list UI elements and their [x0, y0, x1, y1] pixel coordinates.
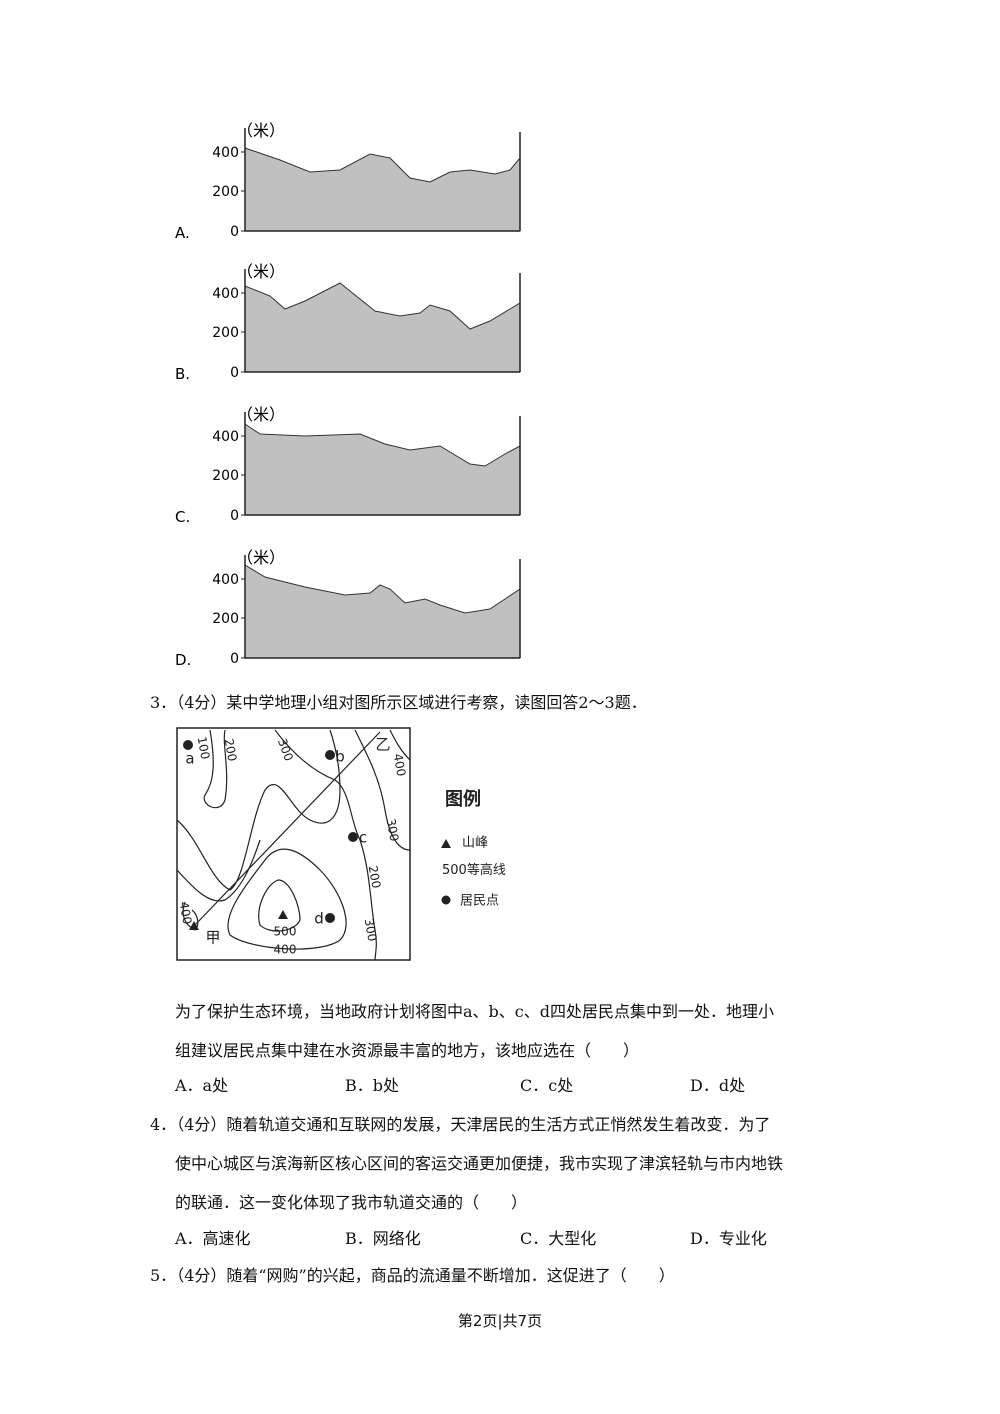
- unit-label: （米）: [237, 548, 285, 567]
- legend-item: 等高线: [467, 862, 506, 878]
- option: C．大型化: [520, 1229, 597, 1248]
- contour-label: 100: [195, 735, 213, 760]
- text-line: 为了保护生态环境，当地政府计划将图中a、b、c、d四处居民点集中到一处．地理小: [175, 1002, 774, 1021]
- text-line: 的联通．这一变化体现了我市轨道交通的（ ）: [175, 1193, 528, 1212]
- q-text: 随着轨道交通和互联网的发展，天津居民的生活方式正悄然发生着改变．为了: [226, 1115, 771, 1134]
- contour-label: 400: [177, 900, 195, 925]
- terrain: [244, 423, 521, 516]
- page-footer: 第2页|共7页: [457, 1312, 543, 1330]
- text-line: 使中心城区与滨海新区核心区间的客运交通更加便捷，我市实现了津滨轻轨与市内地铁: [175, 1154, 784, 1173]
- legend-item: 居民点: [460, 894, 499, 909]
- q-number: 4．: [150, 1115, 177, 1134]
- question-3: 3．（4分）某中学地理小组对图所示区域进行考察，读图回答2～3题．: [150, 695, 647, 711]
- tick-label: 0: [230, 224, 239, 240]
- point-label: a: [185, 750, 194, 768]
- option-letter: B.: [175, 365, 190, 383]
- question-5: 5．（4分）随着“网购”的兴起，商品的流通量不断增加．这促进了（ ）: [150, 1268, 675, 1284]
- contour-label: 300: [275, 737, 296, 763]
- q-score: （4分）: [176, 693, 227, 712]
- option-letter: A.: [175, 224, 190, 242]
- option: A．a处: [175, 1076, 229, 1095]
- q-score: （4分）: [176, 1266, 227, 1285]
- contour-map: 100 200 300 400 300 200 300 400 500 400 …: [176, 727, 506, 961]
- tick-label: 400: [212, 286, 239, 302]
- option: A．高速化: [175, 1229, 251, 1248]
- tick-label: 0: [230, 651, 239, 667]
- contour-label: 200: [366, 864, 384, 889]
- contour-label: 300: [384, 817, 402, 842]
- tick-label: 400: [212, 572, 239, 588]
- q-number: 3．: [150, 693, 177, 712]
- contour-label: 400: [274, 943, 297, 957]
- text-line: 组建议居民点集中建在水资源最丰富的地方，该地应选在（ ）: [175, 1041, 640, 1060]
- svg-text:500等高线: 500等高线: [442, 862, 506, 878]
- option-letter: C.: [175, 508, 190, 526]
- terrain: [244, 282, 521, 373]
- profile-chart: （米） 400 200 0 A.: [175, 121, 521, 242]
- option-letter: D.: [175, 651, 191, 669]
- terrain: [244, 564, 521, 659]
- tick-label: 200: [212, 184, 239, 200]
- contour-label: 200: [222, 737, 240, 762]
- option: C．c处: [520, 1076, 574, 1095]
- q-text: 某中学地理小组对图所示区域进行考察，读图回答2～3题．: [226, 693, 647, 712]
- tick-label: 200: [212, 611, 239, 627]
- option: D．专业化: [690, 1229, 767, 1248]
- q-number: 5．: [150, 1266, 177, 1285]
- legend-title: 图例: [445, 788, 481, 810]
- point-label: d: [314, 910, 324, 928]
- contour-label: 400: [391, 752, 409, 777]
- unit-label: （米）: [237, 262, 285, 281]
- legend-item: 山峰: [462, 836, 488, 851]
- unit-label: （米）: [237, 121, 285, 140]
- question-4: 4．（4分）随着轨道交通和互联网的发展，天津居民的生活方式正悄然发生着改变．为了: [150, 1117, 770, 1133]
- option: D．d处: [690, 1076, 746, 1095]
- point-label: c: [359, 829, 367, 847]
- option: B．b处: [345, 1076, 400, 1095]
- profile-chart: （米） 400 200 0 B.: [175, 262, 521, 383]
- tick-label: 400: [212, 145, 239, 161]
- contour-label: 500: [274, 925, 297, 939]
- q-text: 随着“网购”的兴起，商品的流通量不断增加．这促进了（ ）: [226, 1266, 675, 1285]
- option: B．网络化: [345, 1229, 421, 1248]
- contour-label: 300: [362, 917, 380, 942]
- tick-label: 200: [212, 325, 239, 341]
- point-label: 甲: [205, 929, 220, 947]
- terrain: [244, 147, 521, 232]
- profile-chart: （米） 400 200 0 D.: [175, 548, 521, 669]
- point-label: b: [335, 748, 345, 766]
- legend-item: 500: [442, 863, 467, 878]
- q-score: （4分）: [176, 1115, 227, 1134]
- tick-label: 0: [230, 508, 239, 524]
- tick-label: 0: [230, 365, 239, 381]
- tick-label: 400: [212, 429, 239, 445]
- profile-chart: （米） 400 200 0 C.: [175, 405, 521, 526]
- unit-label: （米）: [237, 405, 285, 424]
- point-label: 乙: [375, 736, 390, 754]
- tick-label: 200: [212, 468, 239, 484]
